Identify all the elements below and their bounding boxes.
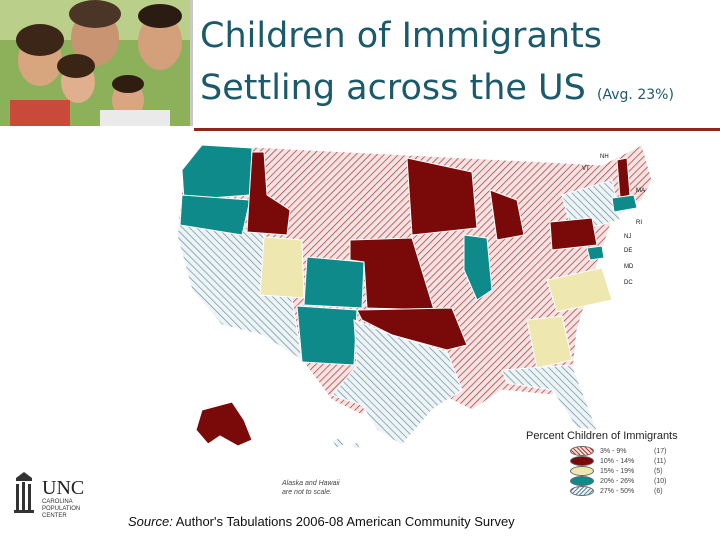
family-photo [0,0,193,126]
legend-range: 20% - 26% [600,477,635,485]
legend-item: 15% - 19% (5) [570,466,716,476]
legend-count: (5) [654,467,663,475]
logo-line-2: POPULATION [42,506,80,512]
label-nh: NH [600,154,609,160]
label-vt: VT [582,166,590,172]
state-florida [501,364,598,431]
state-new-hampshire [616,157,631,199]
state-illinois [463,234,493,301]
alaska-hawaii-note: Alaska and Hawaii are not to scale. [282,479,340,497]
state-maryland [586,245,605,261]
logo-line-3: CENTER [42,513,67,519]
logo-line-1: CAROLINA [42,499,73,505]
state-nebraska-kansas [349,237,435,311]
title-line-2-text: Settling across the US [200,68,586,108]
legend-swatch [570,456,594,466]
legend-count: (10) [654,477,667,485]
legend-title: Percent Children of Immigrants [526,430,678,442]
legend-item: 3% - 9% (17) [570,446,716,456]
label-de: DE [624,248,632,254]
state-massachusetts [611,194,638,213]
legend-range: 10% - 14% [600,457,635,465]
label-nj: NJ [624,234,631,240]
legend-count: (11) [654,457,666,465]
legend-range: 27% - 50% [600,487,635,495]
legend-item: 10% - 14% (11) [570,456,716,466]
source-citation: Source: Author's Tabulations 2006-08 Ame… [128,514,515,529]
state-colorado [303,256,365,309]
legend-item: 27% - 50% (6) [570,486,716,496]
label-dc: DC [624,280,633,286]
title-divider [194,128,720,131]
title-average: (Avg. 23%) [597,87,674,103]
state-minnesota-wisconsin [406,157,478,236]
legend-range: 3% - 9% [600,447,627,455]
legend-swatch [570,466,594,476]
label-md: MD [624,264,634,270]
legend-swatch [570,446,594,456]
state-texas [331,319,463,446]
state-oregon [179,194,251,236]
label-ri: RI [636,220,642,226]
logo-unc: UNC [42,477,84,499]
legend-range: 15% - 19% [600,467,635,475]
note-line-2: are not to scale. [282,489,332,496]
map-legend: Percent Children of Immigrants 3% - 9% (1… [526,430,716,496]
legend-swatch [570,476,594,486]
state-pennsylvania [549,217,598,251]
source-label: Source: [128,514,173,529]
title-line-1: Children of Immigrants [200,16,603,56]
state-new-mexico [296,305,358,366]
state-georgia [526,315,573,369]
state-virginia-carolina [546,267,613,313]
us-map: NH VT MA RI NJ DE MD DC [176,144,653,450]
state-hawaii [331,437,361,450]
state-idaho [246,151,291,236]
state-oklahoma-arkansas [356,307,468,351]
unc-cpc-logo: UNC CAROLINA POPULATION CENTER [12,470,122,525]
state-utah [259,236,305,299]
state-michigan [489,189,525,241]
state-washington [181,144,253,201]
title-line-2: Settling across the US (Avg. 23%) [200,66,715,117]
legend-swatch [570,486,594,496]
legend-count: (6) [654,487,663,495]
legend-item: 20% - 26% (10) [570,476,716,486]
note-line-1: Alaska and Hawaii [282,480,340,487]
source-text: Author's Tabulations 2006-08 American Co… [172,514,515,529]
label-ma: MA [636,188,645,194]
slide-title: Children of Immigrants Settling across t… [200,14,715,117]
state-alaska [195,401,253,447]
legend-count: (17) [654,447,667,455]
